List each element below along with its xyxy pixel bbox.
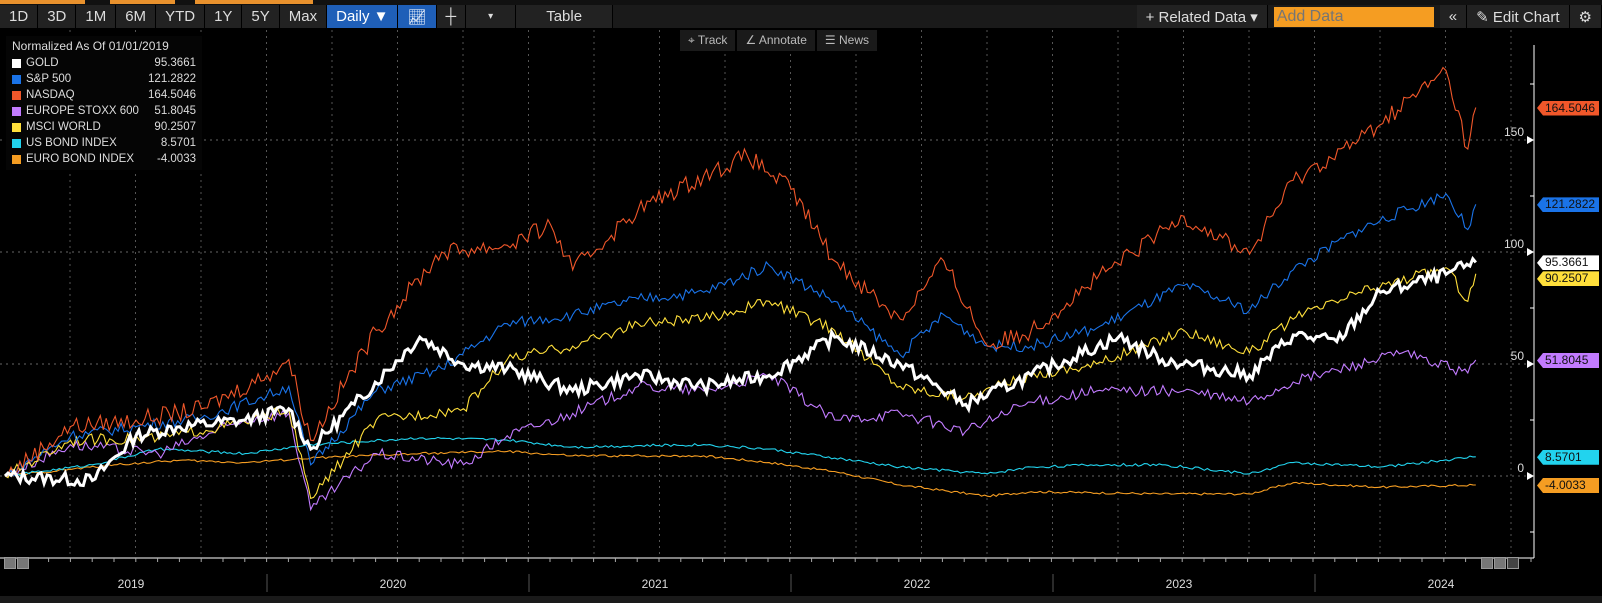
legend-swatch bbox=[12, 154, 21, 164]
last-value-tag: 164.5046 bbox=[1537, 100, 1599, 116]
scroll-start-button[interactable] bbox=[4, 557, 16, 569]
range-1d[interactable]: 1D bbox=[0, 5, 39, 28]
x-tick-label: 2020 bbox=[380, 577, 407, 591]
series-line-nasdaq bbox=[4, 66, 1477, 477]
legend-series-value: 90.2507 bbox=[154, 121, 196, 133]
y-tick-label: 150 bbox=[1504, 125, 1524, 139]
edit-chart-button[interactable]: ✎ Edit Chart bbox=[1467, 5, 1570, 28]
y-tick-label: 100 bbox=[1504, 237, 1524, 251]
legend-series-name: NASDAQ bbox=[26, 89, 75, 101]
range-1m[interactable]: 1M bbox=[76, 5, 117, 28]
series-line-s-p-500 bbox=[4, 192, 1477, 477]
legend-series-value: 121.2822 bbox=[148, 73, 196, 85]
annotate-button[interactable]: ∠ Annotate bbox=[737, 30, 815, 51]
legend-swatch bbox=[12, 90, 21, 100]
last-value-tag: 8.5701 bbox=[1537, 449, 1599, 465]
right-toolbar: + Related Data ▾ « ✎ Edit Chart ⚙ bbox=[1136, 5, 1602, 28]
x-tick-label: 2019 bbox=[118, 577, 145, 591]
scroll-right-button[interactable] bbox=[1481, 557, 1493, 569]
x-tick-label: 2023 bbox=[1166, 577, 1193, 591]
table-button[interactable]: Table bbox=[516, 5, 614, 28]
range-3d[interactable]: 3D bbox=[38, 5, 77, 28]
range-max[interactable]: Max bbox=[279, 5, 328, 28]
range-5y[interactable]: 5Y bbox=[242, 5, 280, 28]
top-tab-strip bbox=[0, 0, 1602, 5]
x-tick-label: 2024 bbox=[1428, 577, 1455, 591]
last-value-tag: 121.2822 bbox=[1537, 197, 1599, 213]
series-line-europe-stoxx-600 bbox=[4, 349, 1477, 512]
y-tick-label: 0 bbox=[1517, 461, 1524, 475]
last-value-tag: 90.2507 bbox=[1537, 271, 1599, 287]
x-tick-label: 2021 bbox=[642, 577, 669, 591]
legend-series-value: 51.8045 bbox=[154, 105, 196, 117]
legend-series-name: US BOND INDEX bbox=[26, 137, 117, 149]
legend-series-value: 8.5701 bbox=[160, 137, 196, 149]
last-value-tag: -4.0033 bbox=[1537, 477, 1599, 493]
series-line-gold bbox=[3, 255, 1477, 489]
scroll-end-button[interactable] bbox=[1494, 557, 1506, 569]
add-data-input[interactable] bbox=[1273, 6, 1434, 27]
line-chart-icon[interactable]: 📈︎ bbox=[398, 5, 437, 28]
x-tick-label: 2022 bbox=[904, 577, 931, 591]
scroll-left-button[interactable] bbox=[17, 557, 29, 569]
range-6m[interactable]: 6M bbox=[116, 5, 157, 28]
legend-series-name: S&P 500 bbox=[26, 73, 72, 85]
legend-entry[interactable]: EURO BOND INDEX -4.0033 bbox=[12, 151, 196, 167]
series-line-euro-bond-index bbox=[4, 450, 1476, 498]
legend-series-value: 95.3661 bbox=[154, 57, 196, 69]
y-tick-marker bbox=[1527, 136, 1534, 144]
track-button[interactable]: ⌖ Track bbox=[680, 30, 736, 51]
legend-swatch bbox=[12, 74, 21, 84]
bottom-bar bbox=[0, 596, 1602, 603]
y-tick-marker bbox=[1527, 248, 1534, 256]
series-line-msci-world bbox=[4, 267, 1477, 500]
collapse-button[interactable]: « bbox=[1439, 5, 1468, 28]
frequency-dropdown[interactable]: Daily ▼ bbox=[327, 5, 399, 28]
legend-entry[interactable]: EUROPE STOXX 600 51.8045 bbox=[12, 103, 196, 119]
bar-chart-icon[interactable]: ┼ bbox=[436, 5, 467, 28]
y-tick-label: 50 bbox=[1511, 349, 1525, 363]
legend-series-name: EUROPE STOXX 600 bbox=[26, 105, 139, 117]
y-tick-marker bbox=[1527, 472, 1534, 480]
legend: Normalized As Of 01/01/2019 GOLD 95.3661 S… bbox=[6, 36, 202, 170]
related-data-button[interactable]: + Related Data ▾ bbox=[1136, 5, 1268, 28]
scroll-latest-button[interactable] bbox=[1507, 557, 1519, 569]
legend-series-value: -4.0033 bbox=[156, 153, 196, 165]
legend-entry[interactable]: MSCI WORLD 90.2507 bbox=[12, 119, 196, 135]
legend-entry[interactable]: NASDAQ 164.5046 bbox=[12, 87, 196, 103]
news-button[interactable]: ☰ News bbox=[816, 30, 878, 51]
legend-series-name: EURO BOND INDEX bbox=[26, 153, 134, 165]
legend-series-name: GOLD bbox=[26, 57, 59, 69]
legend-series-name: MSCI WORLD bbox=[26, 121, 101, 133]
legend-series-value: 164.5046 bbox=[148, 89, 196, 101]
range-1y[interactable]: 1Y bbox=[205, 5, 243, 28]
range-ytd[interactable]: YTD bbox=[156, 5, 206, 28]
last-value-tag: 51.8045 bbox=[1537, 352, 1599, 368]
legend-entry[interactable]: S&P 500 121.2822 bbox=[12, 71, 196, 87]
legend-swatch bbox=[12, 106, 21, 116]
legend-entry[interactable]: GOLD 95.3661 bbox=[12, 55, 196, 71]
legend-title: Normalized As Of 01/01/2019 bbox=[12, 39, 169, 53]
legend-swatch bbox=[12, 122, 21, 132]
series-line-us-bond-index bbox=[4, 436, 1476, 478]
chart-type-dropdown[interactable]: ▾ bbox=[466, 5, 517, 28]
last-value-tag: 95.3661 bbox=[1537, 255, 1599, 271]
chart-subtoolbar: ⌖ Track ∠ Annotate ☰ News bbox=[680, 30, 879, 51]
legend-swatch bbox=[12, 138, 21, 148]
gear-icon[interactable]: ⚙ bbox=[1569, 5, 1602, 28]
legend-entry[interactable]: US BOND INDEX 8.5701 bbox=[12, 135, 196, 151]
y-tick-marker bbox=[1527, 360, 1534, 368]
legend-swatch bbox=[12, 58, 21, 68]
